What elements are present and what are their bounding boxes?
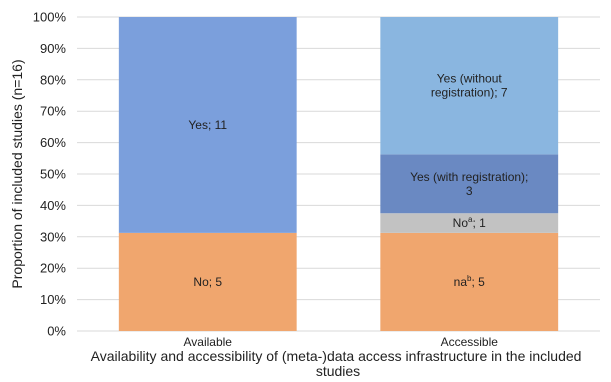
x-category-labels: Available Accessible <box>184 335 499 349</box>
bar-segment <box>380 232 559 331</box>
bar-segment <box>380 213 559 233</box>
segment-label: nab; 5 <box>454 274 485 289</box>
y-axis-title: Proportion of included studies (n=16) <box>9 59 25 288</box>
y-tick-label: 20% <box>40 261 66 276</box>
y-tick-label: 90% <box>40 41 66 56</box>
y-tick-label: 100% <box>33 10 67 25</box>
y-tick-label: 70% <box>40 104 66 119</box>
segment-label: No; 5 <box>193 275 222 289</box>
bar-segment <box>380 154 559 214</box>
y-tick-label: 30% <box>40 229 66 244</box>
y-tick-label: 10% <box>40 292 66 307</box>
x-axis-title: Availability and accessibility of (meta-… <box>91 348 586 379</box>
y-tick-label: 80% <box>40 72 66 87</box>
bar-stacks <box>118 17 559 331</box>
y-tick-label: 40% <box>40 198 66 213</box>
segment-label: Yes (with registration); 3 <box>410 170 528 198</box>
segment-label: Yes; 11 <box>188 118 227 132</box>
x-axis-title-line-2: studies <box>316 363 360 379</box>
x-axis-title-line-1: Availability and accessibility of (meta-… <box>91 348 582 364</box>
segment-labels: No; 5 Yes; 11 nab; 5 Noa; 1 Yes (with regist… <box>188 72 528 289</box>
segment-label: Noa; 1 <box>453 215 486 230</box>
segment-label: Yes (without registration); 7 <box>431 72 508 100</box>
y-tick-label: 50% <box>40 167 66 182</box>
x-category-label: Accessible <box>441 335 499 349</box>
y-tick-label: 60% <box>40 135 66 150</box>
y-tick-labels: 0% 10% 20% 30% 40% 50% 60% 70% 80% 90% 100% <box>33 10 67 339</box>
bar-segment <box>118 232 297 331</box>
bar-segment <box>380 17 559 155</box>
bar-segment <box>118 17 297 233</box>
x-category-label: Available <box>184 335 233 349</box>
y-tick-label: 0% <box>47 324 66 339</box>
